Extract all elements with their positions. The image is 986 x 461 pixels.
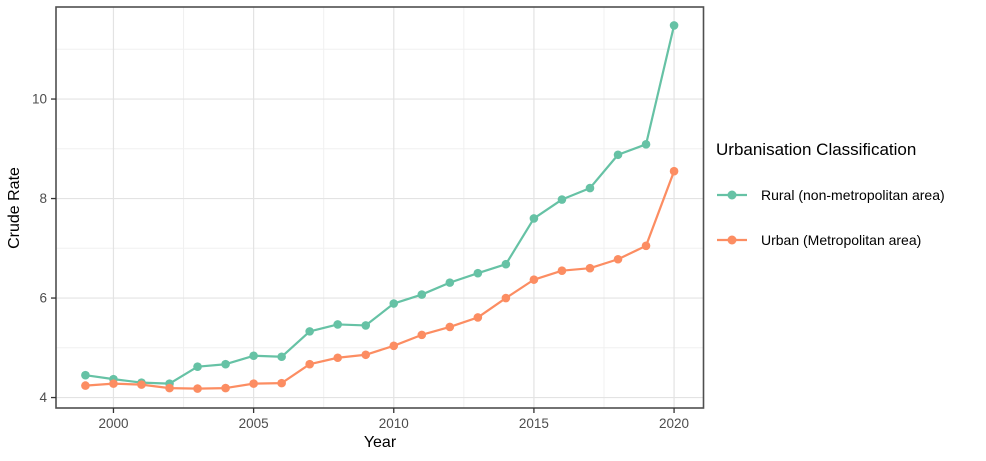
data-point-series-0 — [557, 195, 567, 204]
legend: Urbanisation Classification Rural (non-m… — [716, 140, 984, 249]
data-point-series-1 — [613, 254, 623, 264]
data-point-series-1 — [221, 383, 230, 393]
y-axis-title: Crude Rate — [6, 167, 23, 249]
data-point-series-1 — [445, 322, 455, 332]
x-tick-label: 2015 — [519, 416, 549, 431]
legend-title: Urbanisation Classification — [716, 140, 917, 159]
data-point-series-0 — [193, 362, 202, 372]
data-point-series-1 — [585, 263, 595, 273]
urban-line-marker-icon — [717, 235, 747, 245]
data-point-series-0 — [81, 370, 90, 380]
legend-item-urban: Urban (Metropolitan area) — [716, 231, 984, 249]
panel-border — [55, 6, 705, 409]
data-point-series-0 — [389, 299, 399, 308]
data-point-series-0 — [669, 21, 679, 30]
data-point-series-1 — [109, 379, 118, 388]
series-line-0 — [84, 24, 676, 385]
y-tick-label: 8 — [39, 191, 47, 206]
y-tick-label: 4 — [39, 390, 47, 405]
rural-line-marker-icon — [717, 190, 747, 200]
data-point-series-0 — [333, 320, 343, 329]
data-point-series-1 — [137, 380, 146, 389]
series-line-1 — [84, 170, 676, 390]
axis-ticks-layer: 2000 2005 2010 2015 2020 4 6 8 10 — [32, 92, 689, 431]
data-point-series-1 — [361, 350, 371, 360]
data-point-series-1 — [669, 166, 679, 176]
data-point-series-1 — [193, 384, 202, 393]
data-point-series-0 — [529, 214, 539, 223]
data-point-series-0 — [249, 351, 258, 361]
data-point-series-1 — [557, 266, 567, 275]
y-tick-label: 6 — [39, 291, 47, 306]
data-point-series-0 — [641, 140, 651, 149]
data-point-series-0 — [417, 290, 427, 299]
x-tick-label: 2005 — [239, 416, 269, 431]
data-point-series-1 — [529, 275, 539, 284]
data-point-series-0 — [501, 259, 511, 269]
series-layer — [81, 21, 679, 393]
data-point-series-0 — [221, 359, 230, 369]
data-point-series-0 — [445, 278, 455, 287]
data-point-series-1 — [277, 378, 286, 388]
data-point-series-0 — [473, 268, 483, 278]
data-point-series-1 — [305, 359, 314, 369]
x-tick-label: 2020 — [659, 416, 689, 431]
data-point-series-0 — [277, 352, 286, 362]
x-tick-label: 2000 — [98, 416, 128, 431]
data-point-series-1 — [389, 341, 399, 351]
data-point-series-0 — [361, 321, 371, 330]
legend-label-urban: Urban (Metropolitan area) — [761, 232, 922, 248]
data-point-series-1 — [641, 241, 651, 251]
data-point-series-0 — [613, 150, 623, 160]
data-point-series-1 — [473, 313, 483, 322]
legend-label-rural: Rural (non-metropolitan area) — [761, 187, 945, 203]
legend-item-rural: Rural (non-metropolitan area) — [716, 186, 984, 204]
data-point-series-0 — [305, 327, 314, 336]
gridlines-layer — [56, 7, 704, 408]
data-point-series-1 — [165, 383, 174, 393]
data-point-series-1 — [417, 330, 427, 340]
data-point-series-1 — [249, 379, 258, 388]
data-point-series-1 — [333, 353, 343, 363]
data-point-series-0 — [585, 183, 595, 193]
y-tick-label: 10 — [32, 92, 47, 107]
x-tick-label: 2010 — [379, 416, 409, 431]
x-axis-title: Year — [364, 434, 397, 451]
data-point-series-1 — [501, 293, 511, 303]
data-point-series-1 — [81, 381, 90, 390]
